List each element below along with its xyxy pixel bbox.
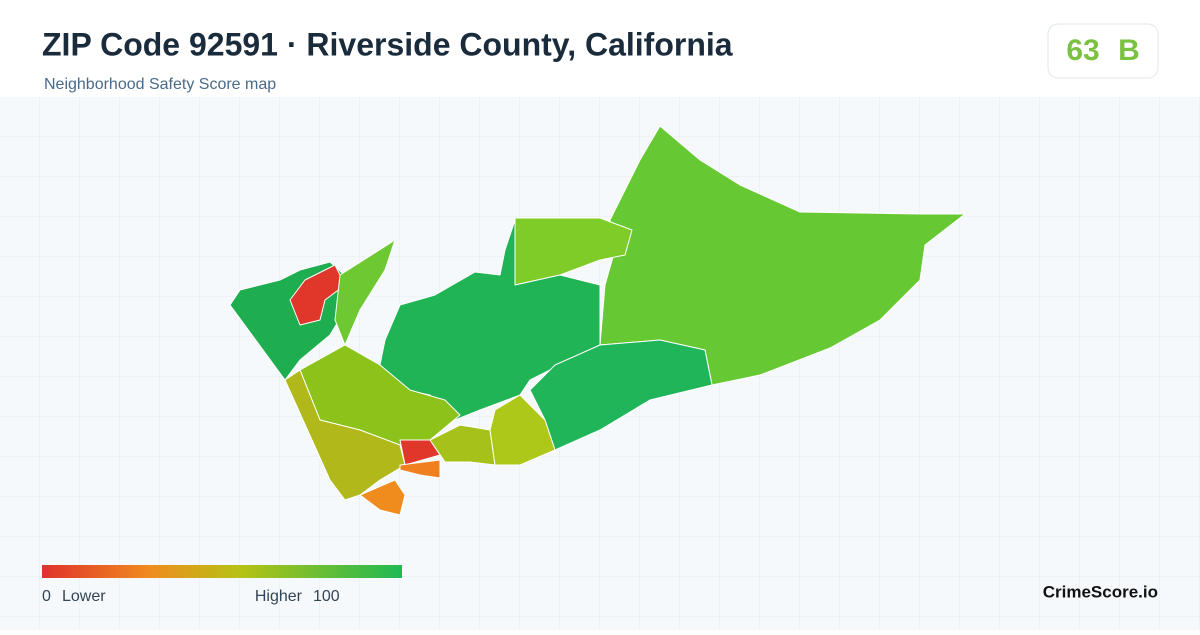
region (359, 479, 406, 516)
region (289, 264, 346, 326)
legend-max-label: Higher (255, 588, 303, 605)
legend-min-label: Lower (62, 588, 106, 605)
region (529, 339, 713, 451)
score: 63 (1066, 34, 1099, 67)
title: ZIP Code 92591 · Riverside County, Calif… (42, 26, 733, 62)
legend-min: 0 (42, 588, 51, 605)
region (489, 394, 556, 466)
region (399, 459, 441, 479)
score-badge (1047, 23, 1159, 79)
grade: B (1118, 34, 1140, 67)
legend-scale (42, 565, 402, 578)
region (334, 239, 396, 346)
subtitle: Neighborhood Safety Score map (44, 76, 276, 93)
brand: CrimeScore.io (1043, 582, 1158, 601)
map (229, 125, 966, 516)
legend-max: 100 (313, 588, 340, 605)
